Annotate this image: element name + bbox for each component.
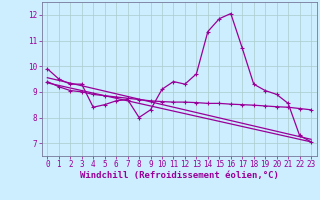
X-axis label: Windchill (Refroidissement éolien,°C): Windchill (Refroidissement éolien,°C) [80,171,279,180]
